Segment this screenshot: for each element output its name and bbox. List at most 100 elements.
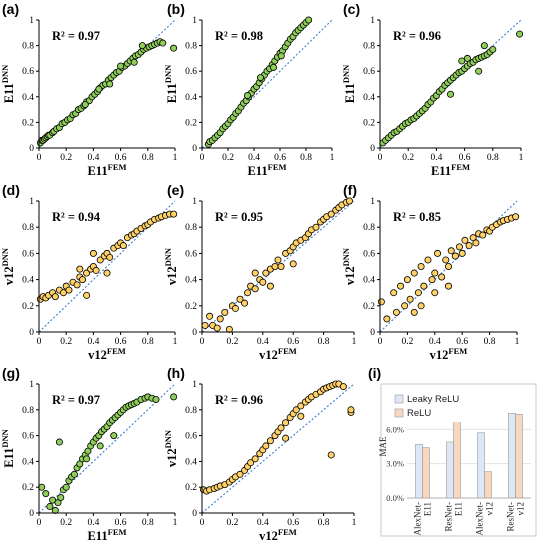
scatter-point <box>339 383 347 391</box>
x-axis-title-base: v12 <box>259 529 278 543</box>
scatter-point <box>251 285 259 293</box>
y-tick-label: 1 <box>29 197 34 207</box>
category-label: ResNet-E11 <box>444 502 464 532</box>
bar <box>508 413 516 499</box>
panel-label: (b) <box>167 1 185 17</box>
x-tick-label: 1 <box>352 518 357 528</box>
scatter-point <box>38 483 46 491</box>
x-axis-title-base: E11 <box>87 164 107 178</box>
scatter-point <box>152 395 160 403</box>
y-tick-label: 0.8 <box>185 42 197 52</box>
x-tick-label: 0.8 <box>318 337 330 347</box>
x-axis-title-sup: FEM <box>108 527 127 537</box>
x-tick-label: 0.8 <box>142 153 154 163</box>
scatter-point <box>274 256 282 264</box>
scatter-point <box>83 455 91 463</box>
y-tick-label: 0 <box>370 328 375 338</box>
y-axis-title: v12DNN <box>163 429 179 467</box>
category-label-line: ResNet- <box>506 502 516 532</box>
scatter-point <box>442 256 450 264</box>
x-tick-label: 0.8 <box>318 518 330 528</box>
x-tick-label: 0.6 <box>456 337 468 347</box>
scatter-point <box>81 100 89 108</box>
x-tick-label: 0.2 <box>401 337 413 347</box>
y-tick-label: 0.8 <box>22 42 34 52</box>
scatter-point <box>266 437 274 445</box>
y-tick-label: 1 <box>29 16 34 26</box>
y-axis-title-base: E11 <box>2 448 16 468</box>
scatter-point <box>244 289 252 297</box>
x-axis-title: v12FEM <box>259 346 297 362</box>
scatter-point <box>420 282 428 290</box>
category-label: AlexNet-v12 <box>475 502 495 536</box>
x-axis-title: v12FEM <box>88 346 126 362</box>
scatter-point <box>243 92 251 100</box>
scatter-point <box>289 260 297 268</box>
scatter-point <box>431 269 439 277</box>
scatter-point <box>312 223 320 231</box>
scatter-point <box>170 44 178 52</box>
y-tick-label: 0 <box>192 144 197 154</box>
category-label-line: AlexNet- <box>413 502 423 536</box>
scatter-panel-6: (g) 0 0.2 0.4 0.6 0.8 1 0 0.2 0.4 0.6 0.8 1 R² = 0.97… <box>0 365 178 543</box>
x-axis-title-base: v12 <box>259 348 278 362</box>
x-tick-label: 1 <box>519 153 524 163</box>
y-tick-label: 0.6 <box>185 67 197 77</box>
x-tick-label: 0.4 <box>87 518 99 528</box>
y-tick-label: 0.6 <box>185 432 197 442</box>
x-tick-label: 0.4 <box>248 153 260 163</box>
y-axis-title-base: v12 <box>2 266 16 285</box>
y-axis-title-base: v12 <box>165 266 179 285</box>
y-tick-label: 0.8 <box>185 223 197 233</box>
scatter-point <box>292 406 300 414</box>
y-tick-label: 0 <box>370 144 375 154</box>
y-tick-label: 0.4 <box>363 276 375 286</box>
panel-label: (g) <box>2 365 20 381</box>
y-tick-label: 0.2 <box>185 483 197 493</box>
x-tick-label: 0 <box>200 153 205 163</box>
y-tick-label: 1 <box>192 16 197 26</box>
scatter-point <box>79 276 87 284</box>
x-tick-label: 1 <box>173 337 178 347</box>
y-tick-label: 0.4 <box>185 457 197 467</box>
panel-label: (e) <box>167 182 184 198</box>
x-axis-title-base: v12 <box>430 348 449 362</box>
scatter-point <box>512 213 520 221</box>
y-tick-label: 0 <box>29 144 34 154</box>
scatter-point <box>345 197 353 205</box>
scatter-point <box>247 459 255 467</box>
scatter-point <box>282 434 290 442</box>
scatter-point <box>417 262 425 270</box>
y-tick-label: 1 <box>192 197 197 207</box>
category-label-line: E11 <box>454 502 464 516</box>
x-tick-label: 0.6 <box>115 518 127 528</box>
y-tick-label: 0.2 <box>22 302 34 312</box>
y-tick-label: 0.8 <box>22 223 34 233</box>
scatter-point <box>251 269 259 277</box>
x-tick-label: 0.4 <box>430 153 442 163</box>
x-tick-label: 1 <box>352 337 357 347</box>
category-label-line: v12 <box>485 502 495 516</box>
scatter-point <box>277 424 285 432</box>
x-tick-label: 0.8 <box>487 153 499 163</box>
scatter-point <box>103 269 111 277</box>
y-tick-label: 0.2 <box>185 302 197 312</box>
scatter-point <box>73 281 81 289</box>
scatter-point <box>327 210 335 218</box>
scatter-point <box>62 483 70 491</box>
panel-label: (i) <box>368 365 381 381</box>
x-tick-label: 0 <box>378 337 383 347</box>
x-axis-title: E11FEM <box>87 162 126 178</box>
panel-label: (c) <box>343 1 360 17</box>
bar <box>515 414 523 499</box>
y-axis-title: E11DNN <box>0 64 16 103</box>
scatter-point <box>458 249 466 257</box>
scatter-point <box>461 236 469 244</box>
x-tick-label: 0.2 <box>226 337 238 347</box>
x-tick-label: 0.4 <box>87 153 99 163</box>
scatter-panel-3: (d) 0 0.2 0.4 0.6 0.8 1 0 0.2 0.4 0.6 0.8 1 R² = 0.94… <box>0 182 178 362</box>
y-axis-title-base: v12 <box>165 448 179 467</box>
x-tick-label: 0.2 <box>60 337 72 347</box>
x-tick-label: 1 <box>173 153 178 163</box>
scatter-point <box>65 286 73 294</box>
